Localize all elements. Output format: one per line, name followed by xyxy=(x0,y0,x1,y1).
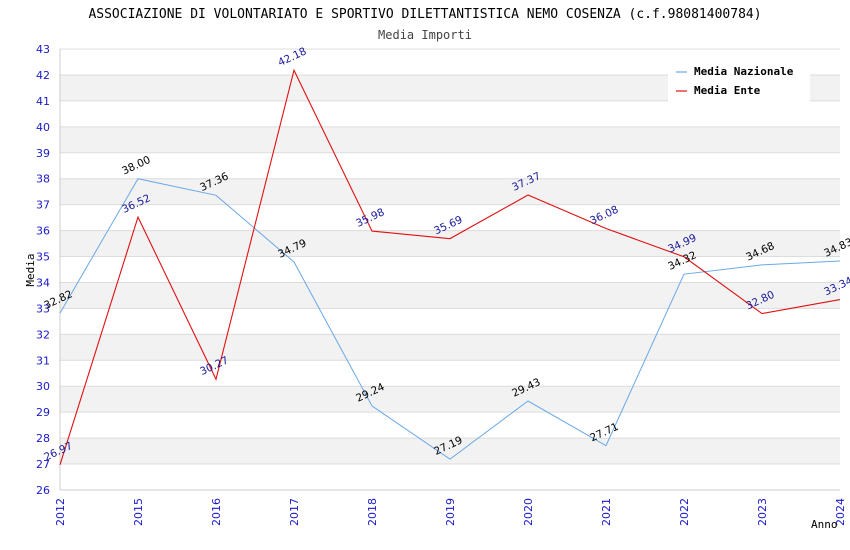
series-line-media-ente xyxy=(59,68,841,466)
grid-band xyxy=(60,412,840,439)
y-tick-label: 41 xyxy=(36,95,50,108)
plot-background-bands xyxy=(60,49,840,490)
chart-subtitle: Media Importi xyxy=(378,28,472,42)
y-tick-label: 39 xyxy=(36,147,50,160)
x-tick-label: 2019 xyxy=(444,498,457,526)
y-axis-label: Media xyxy=(24,253,37,286)
grid-band xyxy=(60,386,840,413)
x-tick-label: 2020 xyxy=(522,498,535,526)
y-tick-label: 34 xyxy=(36,276,50,289)
grid-band xyxy=(60,256,840,283)
y-tick-label: 32 xyxy=(36,328,50,341)
y-tick-label: 38 xyxy=(36,173,50,186)
x-tick-label: 2012 xyxy=(54,498,67,526)
gridlines xyxy=(60,48,840,491)
y-tick-label: 36 xyxy=(36,225,50,238)
grid-band xyxy=(60,100,840,127)
legend-label-media-nazionale: Media Nazionale xyxy=(694,65,794,78)
y-tick-label: 42 xyxy=(36,69,50,82)
grid-band xyxy=(60,178,840,205)
legend-box xyxy=(668,60,810,102)
x-tick-label: 2017 xyxy=(288,498,301,526)
grid-band xyxy=(60,204,840,231)
y-tick-label: 33 xyxy=(36,302,50,315)
grid-band xyxy=(60,152,840,179)
grid-band xyxy=(60,464,840,490)
legend: Media Nazionale Media Ente xyxy=(668,60,810,102)
y-tick-label: 29 xyxy=(36,406,50,419)
y-tick-label: 31 xyxy=(36,354,50,367)
y-tick-label: 40 xyxy=(36,121,50,134)
x-axis-label: Anno xyxy=(811,518,838,531)
y-tick-label: 27 xyxy=(36,458,50,471)
series-lines xyxy=(59,68,841,466)
grid-band xyxy=(60,438,840,465)
y-tick-label: 28 xyxy=(36,432,50,445)
y-tick-label: 43 xyxy=(36,43,50,56)
y-tick-label: 35 xyxy=(36,251,50,264)
grid-band xyxy=(60,230,840,257)
y-tick-label: 37 xyxy=(36,199,50,212)
x-tick-label: 2022 xyxy=(678,498,691,526)
y-tick-label: 26 xyxy=(36,484,50,497)
axes xyxy=(59,49,840,491)
y-tick-label: 30 xyxy=(36,380,50,393)
x-tick-label: 2023 xyxy=(756,498,769,526)
legend-label-media-ente: Media Ente xyxy=(694,84,761,97)
grid-band xyxy=(60,308,840,335)
x-tick-label: 2024 xyxy=(834,498,847,526)
x-tick-label: 2016 xyxy=(210,498,223,526)
x-tick-label: 2018 xyxy=(366,498,379,526)
series-line-media-nazionale xyxy=(59,178,841,460)
grid-band xyxy=(60,334,840,361)
y-axis-ticks: 26 27 28 29 30 31 32 33 34 35 36 37 38 39 40 41 42 43 xyxy=(36,43,50,497)
grid-band xyxy=(60,126,840,153)
grid-band xyxy=(60,282,840,309)
x-axis-ticks: 2012 2015 2016 2017 2018 2019 2020 2021 2022 2023… xyxy=(54,498,847,526)
x-tick-label: 2021 xyxy=(600,498,613,526)
x-tick-label: 2015 xyxy=(132,498,145,526)
grid-band xyxy=(60,360,840,387)
chart-title: ASSOCIAZIONE DI VOLONTARIATO E SPORTIVO … xyxy=(88,7,761,22)
